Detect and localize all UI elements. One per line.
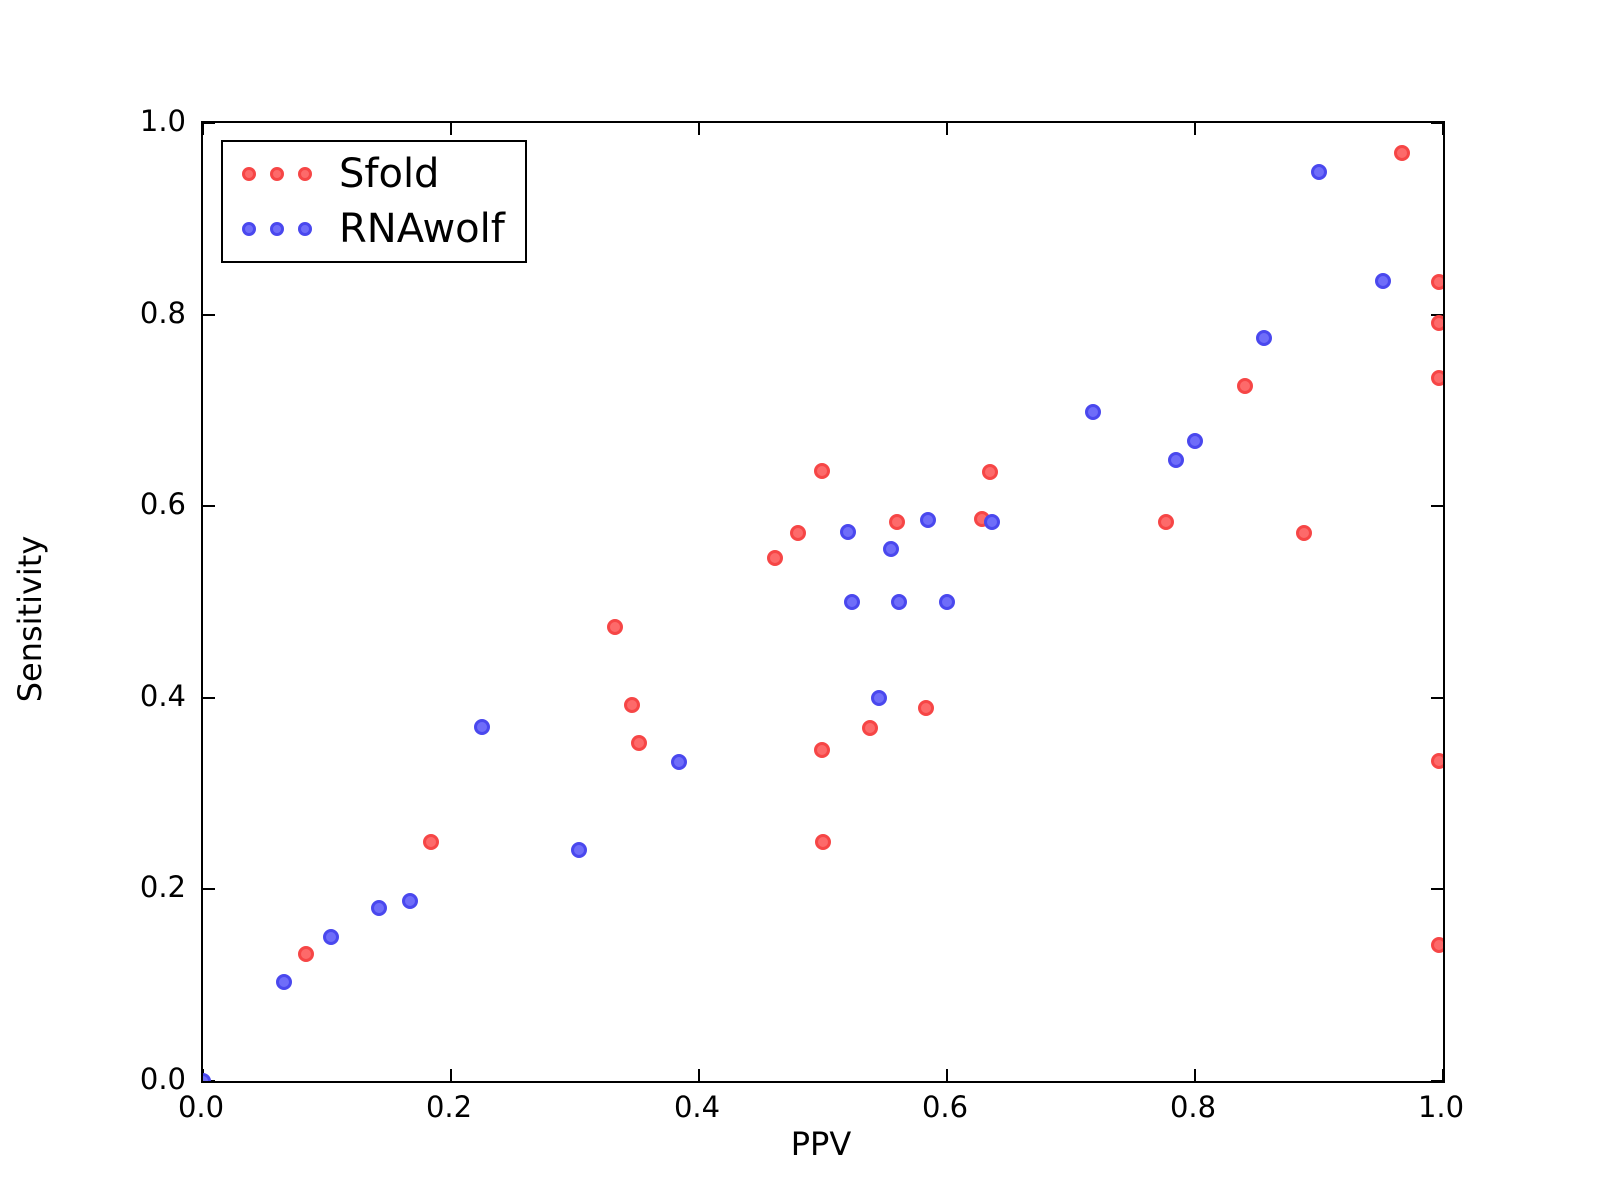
scatter-point-rnawolf (843, 594, 860, 610)
scatter-point-sfold (813, 462, 830, 479)
scatter-point-sfold (1158, 513, 1175, 530)
sfold-marker-icon (242, 167, 256, 181)
scatter-point-sfold (1394, 144, 1411, 161)
scatter-point-sfold (297, 945, 314, 962)
scatter-point-sfold (1431, 936, 1443, 953)
legend-label-rnawolf: RNAwolf (339, 206, 505, 252)
y-tick-mark (203, 123, 215, 124)
scatter-point-rnawolf (883, 541, 900, 558)
x-tick-mark (1442, 1069, 1443, 1081)
legend-label-sfold: Sfold (339, 151, 440, 197)
scatter-point-rnawolf (671, 753, 688, 770)
scatter-point-rnawolf (322, 929, 339, 946)
scatter-point-rnawolf (371, 899, 388, 916)
x-tick-mark (946, 1069, 948, 1081)
y-tick-mark (203, 696, 215, 699)
y-tick-label: 0.8 (139, 295, 186, 330)
x-tick-mark (698, 1069, 700, 1081)
scatter-point-sfold (1431, 274, 1443, 291)
rnawolf-marker-icon (270, 222, 284, 236)
scatter-point-sfold (917, 700, 934, 717)
x-axis-title: PPV (790, 1125, 852, 1163)
scatter-point-sfold (631, 734, 648, 751)
x-tick-mark (1194, 1069, 1196, 1081)
scatter-point-sfold (982, 463, 999, 480)
scatter-point-rnawolf (203, 1073, 211, 1081)
scatter-point-rnawolf (839, 524, 856, 541)
scatter-point-rnawolf (1187, 433, 1203, 450)
scatter-point-rnawolf (983, 513, 1000, 530)
x-tick-label: 0.4 (673, 1090, 721, 1124)
y-tick-label: 0.6 (139, 487, 186, 522)
legend-row-sfold: Sfold (223, 151, 525, 197)
scatter-point-rnawolf (402, 892, 419, 909)
y-axis-title: Sensitivity (11, 535, 49, 703)
scatter-point-sfold (423, 834, 440, 851)
legend-row-rnawolf: RNAwolf (223, 206, 525, 252)
scatter-point-rnawolf (920, 511, 937, 528)
scatter-point-sfold (1431, 753, 1443, 770)
y-tick-mark (1431, 123, 1443, 124)
y-tick-mark (203, 505, 215, 508)
x-tick-label: 0.8 (1169, 1090, 1217, 1124)
scatter-point-rnawolf (1085, 404, 1102, 421)
y-tick-label: 0.4 (139, 678, 186, 713)
scatter-point-sfold (606, 618, 623, 635)
scatter-point-rnawolf (870, 689, 887, 706)
scatter-point-rnawolf (939, 594, 955, 610)
scatter-point-rnawolf (1311, 163, 1327, 180)
scatter-point-rnawolf (1375, 273, 1392, 290)
scatter-point-sfold (862, 720, 879, 737)
legend: Sfold RNAwolf (221, 140, 527, 263)
y-tick-label: 1.0 (139, 104, 186, 138)
x-tick-label: 0.6 (921, 1090, 969, 1124)
scatter-point-sfold (1296, 525, 1313, 542)
y-tick-mark (203, 888, 215, 891)
scatter-point-rnawolf (474, 719, 490, 736)
y-tick-mark (1431, 505, 1443, 508)
y-tick-mark (1431, 888, 1443, 891)
scatter-point-sfold (766, 549, 783, 566)
x-tick-mark (203, 123, 204, 135)
scatter-point-sfold (1431, 369, 1443, 386)
rnawolf-marker-icon (298, 222, 312, 236)
x-tick-label: 0.0 (177, 1090, 225, 1124)
scatter-point-sfold (1236, 378, 1253, 395)
x-tick-mark (946, 123, 948, 135)
y-tick-mark (1431, 1080, 1443, 1081)
scatter-point-sfold (790, 525, 807, 542)
scatter-point-rnawolf (1256, 329, 1273, 346)
x-tick-mark (450, 1069, 452, 1081)
plot-area (201, 121, 1445, 1083)
x-tick-label: 0.2 (425, 1090, 473, 1124)
y-tick-mark (1431, 696, 1443, 699)
sfold-marker-icon (270, 167, 284, 181)
scatter-point-rnawolf (1168, 452, 1185, 469)
y-tick-mark (1431, 313, 1443, 316)
rnawolf-marker-icon (242, 222, 256, 236)
scatter-point-sfold (1431, 315, 1443, 332)
scatter-point-rnawolf (275, 974, 292, 991)
scatter-point-sfold (815, 834, 831, 851)
x-tick-mark (698, 123, 700, 135)
scatter-point-sfold (889, 513, 906, 530)
y-tick-label: 0.0 (139, 1062, 186, 1096)
x-tick-mark (450, 123, 452, 135)
scatter-point-sfold (624, 696, 641, 713)
scatter-point-sfold (813, 742, 830, 759)
scatter-point-rnawolf (890, 594, 907, 610)
y-tick-mark (203, 313, 215, 316)
y-tick-label: 0.2 (139, 870, 186, 905)
x-tick-mark (1442, 123, 1443, 135)
sfold-marker-icon (298, 167, 312, 181)
x-tick-label: 1.0 (1417, 1090, 1465, 1124)
scatter-point-rnawolf (570, 842, 587, 859)
x-tick-mark (1194, 123, 1196, 135)
